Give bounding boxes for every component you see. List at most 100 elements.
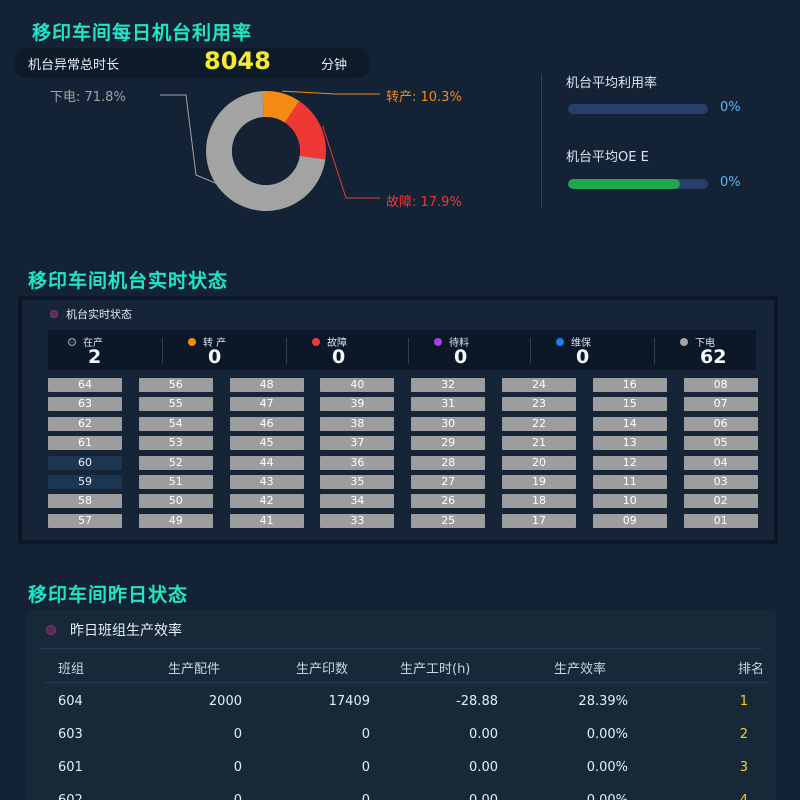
machine-tile-47[interactable]: 47	[229, 397, 304, 412]
machine-tile-19[interactable]: 19	[502, 475, 576, 489]
machine-tile-62[interactable]: 62	[48, 416, 122, 431]
machine-tile-61[interactable]: 61	[48, 436, 122, 451]
machine-tile-01[interactable]: 01	[683, 513, 758, 528]
status-name-text: 下电	[695, 338, 715, 349]
machine-tile-09[interactable]: 09	[592, 513, 667, 528]
machine-tile-42[interactable]: 42	[229, 494, 304, 509]
machine-tile-21[interactable]: 21	[502, 436, 576, 451]
machine-tile-36[interactable]: 36	[320, 455, 395, 470]
machine-tile-45[interactable]: 45	[229, 436, 304, 451]
donut-slice-offline[interactable]	[206, 91, 326, 211]
machine-tile-59[interactable]: 59	[48, 475, 122, 489]
machine-tile-37[interactable]: 37	[320, 436, 395, 451]
machine-tile-43[interactable]: 43	[229, 475, 304, 489]
donut-slice-fault[interactable]	[284, 101, 326, 160]
machine-tile-29[interactable]: 29	[411, 436, 486, 451]
machine-tile-44[interactable]: 44	[229, 455, 304, 470]
status-cell: 下电 62	[660, 330, 780, 370]
machine-tile-20[interactable]: 20	[502, 455, 576, 470]
machine-tile-56[interactable]: 56	[138, 378, 213, 392]
machine-tile-32[interactable]: 32	[411, 378, 486, 392]
machine-tile-33[interactable]: 33	[320, 513, 395, 528]
yesterday-panel-header: 昨日班组生产效率	[46, 620, 182, 640]
abnormal-duration-unit: 分钟	[321, 57, 348, 73]
machine-tile-08[interactable]: 08	[683, 378, 758, 392]
machine-tile-02[interactable]: 02	[683, 494, 758, 509]
table-cell: -28.88	[456, 694, 498, 709]
yesterday-panel: 昨日班组生产效率 班组 生产配件 生产印数 生产工时(h) 生产效率 排名 604 2000 1…	[26, 610, 776, 800]
machine-tile-49[interactable]: 49	[138, 513, 213, 528]
table-cell: 0.00	[469, 760, 498, 775]
status-cell: 待料 0	[414, 330, 534, 370]
machine-tile-40[interactable]: 40	[320, 378, 395, 392]
avg-oee-label: 机台平均OE E	[566, 150, 649, 165]
machine-tile-53[interactable]: 53	[138, 436, 213, 451]
table-cell: 0.00%	[586, 727, 628, 742]
table-cell: 0.00%	[587, 793, 628, 800]
machine-tile-03[interactable]: 03	[683, 475, 758, 489]
table-cell: 0.00	[469, 793, 498, 800]
machine-tile-57[interactable]: 57	[48, 513, 122, 528]
machine-tile-46[interactable]: 46	[229, 416, 304, 431]
machine-tile-55[interactable]: 55	[138, 397, 213, 412]
machine-tile-60[interactable]: 60	[48, 455, 122, 470]
avg-oee-bar	[568, 179, 708, 189]
status-count: 2	[88, 346, 102, 368]
machine-tile-64[interactable]: 64	[48, 378, 122, 392]
machine-tile-18[interactable]: 18	[502, 494, 576, 509]
machine-tile-26[interactable]: 26	[411, 494, 486, 509]
table-cell: 0.00%	[586, 760, 628, 775]
realtime-panel-title: 机台实时状态	[66, 308, 132, 321]
table-header-cell: 生产效率	[554, 662, 607, 677]
machine-tile-30[interactable]: 30	[411, 416, 486, 431]
machine-tile-22[interactable]: 22	[502, 416, 576, 431]
machine-tile-10[interactable]: 10	[592, 494, 667, 509]
table-header-cell: 排名	[738, 662, 765, 677]
machine-tile-13[interactable]: 13	[592, 436, 667, 451]
machine-tile-51[interactable]: 51	[138, 475, 213, 489]
status-donut-chart: 下电: 71.8% 转产: 10.3% 故障: 17.9%	[0, 80, 520, 230]
machine-tile-16[interactable]: 16	[592, 378, 667, 392]
machine-tile-38[interactable]: 38	[320, 416, 395, 431]
status-name-text: 待料	[449, 338, 469, 349]
status-divider	[654, 338, 655, 364]
machine-tile-25[interactable]: 25	[411, 513, 486, 528]
machine-tile-48[interactable]: 48	[229, 378, 304, 392]
table-rank-cell: 2	[739, 727, 748, 742]
status-name: 故障	[312, 334, 347, 349]
machine-tile-35[interactable]: 35	[320, 475, 395, 489]
status-dot-icon	[188, 337, 196, 346]
machine-tile-23[interactable]: 23	[502, 397, 576, 412]
table-rank-cell: 4	[740, 793, 748, 800]
section-title-yesterday: 移印车间昨日状态	[28, 584, 189, 606]
machine-tile-27[interactable]: 27	[411, 475, 486, 489]
machine-tile-31[interactable]: 31	[411, 397, 486, 412]
machine-tile-15[interactable]: 15	[592, 397, 667, 412]
machine-tile-39[interactable]: 39	[320, 397, 395, 412]
machine-tile-07[interactable]: 07	[683, 397, 758, 412]
machine-tile-14[interactable]: 14	[592, 416, 667, 431]
machine-tile-06[interactable]: 06	[683, 416, 758, 431]
machine-tile-58[interactable]: 58	[48, 494, 122, 509]
donut-svg	[160, 90, 380, 211]
machine-tile-04[interactable]: 04	[683, 455, 758, 470]
machine-tile-11[interactable]: 11	[592, 475, 667, 489]
status-divider	[286, 338, 287, 364]
machine-tile-17[interactable]: 17	[502, 513, 576, 528]
machine-tile-50[interactable]: 50	[138, 494, 213, 509]
machine-tile-41[interactable]: 41	[229, 513, 304, 528]
status-dot-icon	[680, 337, 688, 346]
machine-tile-63[interactable]: 63	[48, 397, 122, 412]
table-cell: 0	[362, 793, 370, 800]
machine-tile-05[interactable]: 05	[683, 436, 758, 451]
machine-tile-24[interactable]: 24	[502, 378, 576, 392]
machine-tile-52[interactable]: 52	[138, 455, 213, 470]
table-row: 601 0 0 0.00 0.00% 3	[26, 752, 776, 785]
machine-tile-34[interactable]: 34	[320, 494, 395, 509]
status-dot-icon	[312, 337, 320, 346]
machine-tile-12[interactable]: 12	[592, 455, 667, 470]
bullet-icon	[50, 310, 58, 318]
machine-tile-28[interactable]: 28	[411, 455, 486, 470]
machine-tile-54[interactable]: 54	[138, 416, 213, 431]
donut-slice-changeover[interactable]	[262, 91, 300, 123]
